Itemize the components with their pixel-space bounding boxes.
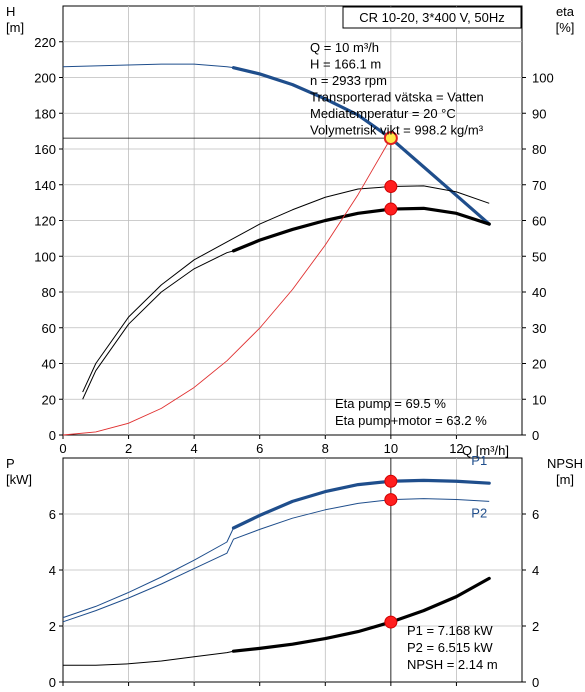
power-npsh-y-tick-label-right: 0 [532, 675, 539, 690]
head-efficiency-y-tick-label-left: 180 [34, 106, 56, 121]
head-efficiency-y-tick-label-right: 100 [532, 71, 554, 86]
head-efficiency-y-tick-label-left: 220 [34, 35, 56, 50]
x-tick-label: 12 [449, 441, 463, 456]
power-npsh-point-marker [384, 615, 398, 629]
duty-point-marker [383, 131, 398, 146]
power-info-line: NPSH = 2.14 m [407, 657, 498, 672]
x-tick-label: 2 [125, 441, 132, 456]
power-npsh-y-tick-label-left: 6 [49, 507, 56, 522]
chart-title: CR 10-20, 3*400 V, 50Hz [359, 10, 505, 25]
head-efficiency-point-marker [384, 180, 398, 194]
head-efficiency-y-axis-label-left: H [6, 4, 15, 19]
power-npsh-y-tick-label-right: 6 [532, 507, 539, 522]
head-efficiency-y-tick-label-right: 10 [532, 392, 546, 407]
head-efficiency-y-tick-label-left: 40 [42, 357, 56, 372]
head-efficiency-y-tick-label-left: 160 [34, 142, 56, 157]
power-npsh-y-tick-label-right: 2 [532, 619, 539, 634]
duty-info-line: Transporterad vätska = Vatten [310, 90, 484, 105]
head-efficiency-y-tick-label-left: 60 [42, 321, 56, 336]
head-efficiency-series-H-bold [231, 66, 491, 226]
power-npsh-series-P1 [62, 527, 234, 619]
power-npsh-point-marker [384, 493, 398, 507]
x-axis-label: Q [m³/h] [462, 443, 509, 458]
head-efficiency-y-tick-label-left: 140 [34, 178, 56, 193]
duty-info-line: Volymetrisk vikt = 998.2 kg/m³ [310, 123, 484, 138]
head-efficiency-y-tick-label-left: 0 [49, 428, 56, 443]
power-npsh-y-axis-unit-left: [kW] [6, 472, 32, 487]
head-efficiency-point-marker [384, 202, 398, 216]
power-npsh-series-P2 [62, 498, 490, 623]
head-efficiency-y-tick-label-left: 200 [34, 71, 56, 86]
head-efficiency-series-eta_pump_motor [82, 250, 234, 400]
efficiency-info-line: Eta pump+motor = 63.2 % [335, 413, 487, 428]
power-npsh-y-tick-label-right: 4 [532, 563, 539, 578]
head-efficiency-series-H [62, 63, 234, 69]
x-tick-label: 10 [384, 441, 398, 456]
power-npsh-y-axis-label-right: NPSH [547, 456, 583, 471]
head-efficiency-y-tick-label-left: 100 [34, 249, 56, 264]
head-efficiency-series-system [62, 137, 392, 436]
x-tick-label: 6 [256, 441, 263, 456]
efficiency-info-line: Eta pump = 69.5 % [335, 396, 446, 411]
head-efficiency-y-tick-label-right: 60 [532, 214, 546, 229]
head-efficiency-y-tick-label-right: 90 [532, 106, 546, 121]
head-efficiency-y-tick-label-left: 80 [42, 285, 56, 300]
power-npsh-point-marker [384, 474, 398, 488]
duty-info-line: Mediatemperatur = 20 °C [310, 106, 456, 121]
head-efficiency-y-axis-unit-left: [m] [6, 20, 24, 35]
head-efficiency-y-axis-unit-right: [%] [556, 20, 575, 35]
power-info-line: P1 = 7.168 kW [407, 623, 493, 638]
power-npsh-y-tick-label-left: 2 [49, 619, 56, 634]
head-efficiency-series-eta_pump_motor-bold [231, 206, 491, 253]
power-npsh-y-axis-label-left: P [6, 456, 15, 471]
head-efficiency-series-eta_pump [82, 185, 490, 393]
duty-info-line: Q = 10 m³/h [310, 40, 379, 55]
head-efficiency-y-axis-label-right: eta [556, 4, 575, 19]
series-label-P2: P2 [471, 505, 487, 520]
head-efficiency-y-tick-label-right: 70 [532, 178, 546, 193]
power-npsh-y-tick-label-left: 4 [49, 563, 56, 578]
x-tick-label: 8 [322, 441, 329, 456]
power-npsh-y-axis-unit-right: [m] [556, 472, 574, 487]
x-tick-label: 4 [191, 441, 198, 456]
duty-info-line: H = 166.1 m [310, 57, 381, 72]
title-box [342, 6, 522, 29]
head-efficiency-y-tick-label-right: 20 [532, 357, 546, 372]
power-npsh-y-tick-label-left: 0 [49, 675, 56, 690]
head-efficiency-y-tick-label-right: 30 [532, 321, 546, 336]
power-info-line: P2 = 6.515 kW [407, 640, 493, 655]
head-efficiency-y-tick-label-right: 0 [532, 428, 539, 443]
head-efficiency-y-tick-label-right: 40 [532, 285, 546, 300]
duty-info-line: n = 2933 rpm [310, 73, 387, 88]
head-efficiency-y-tick-label-left: 120 [34, 214, 56, 229]
head-efficiency-y-tick-label-left: 20 [42, 392, 56, 407]
head-efficiency-y-tick-label-right: 80 [532, 142, 546, 157]
power-npsh-series-P1-bold [231, 478, 491, 530]
power-npsh-series-NPSH-bold [231, 576, 491, 653]
series-label-P1: P1 [471, 453, 487, 468]
x-tick-label: 0 [59, 441, 66, 456]
head-efficiency-y-tick-label-right: 50 [532, 249, 546, 264]
power-npsh-series-NPSH [63, 650, 234, 666]
